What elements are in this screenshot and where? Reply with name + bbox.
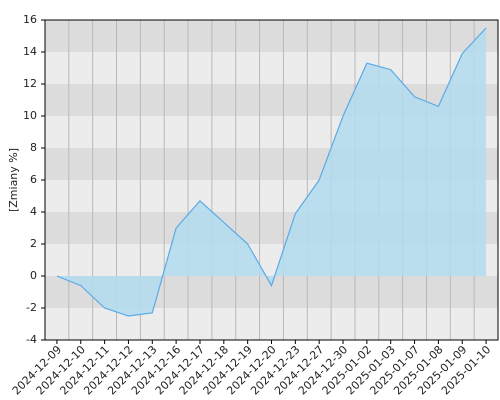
- grid-band: [45, 20, 498, 52]
- y-tick-label: -2: [26, 301, 37, 314]
- y-tick-label: 12: [23, 77, 37, 90]
- grid-band: [45, 308, 498, 340]
- area-line: [56, 27, 487, 317]
- y-tick-label: 0: [30, 269, 37, 282]
- y-tick-label: 2: [30, 237, 37, 250]
- y-tick-label: 14: [23, 45, 37, 58]
- area-fill: [56, 28, 487, 316]
- y-tick-label: -4: [26, 333, 37, 346]
- y-axis-label: [Zmiany %]: [7, 148, 20, 212]
- y-tick-label: 8: [30, 141, 37, 154]
- y-tick-label: 10: [23, 109, 37, 122]
- y-tick-label: 4: [30, 205, 37, 218]
- grid-band: [45, 52, 498, 84]
- y-tick-label: 16: [23, 13, 37, 26]
- y-tick-label: 6: [30, 173, 37, 186]
